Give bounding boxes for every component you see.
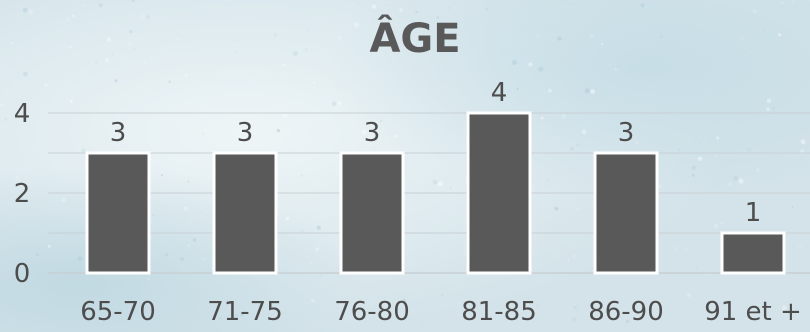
y-tick-label: 0: [14, 259, 31, 289]
data-labels: 3 3 3 4 3 1: [110, 78, 762, 228]
y-tick-label: 4: [14, 99, 31, 129]
bar-81-85: [466, 111, 532, 275]
x-tick-label: 91 et +: [704, 297, 802, 327]
bar-76-80: [339, 151, 405, 275]
y-tick-label: 2: [14, 179, 31, 209]
data-label: 3: [110, 118, 127, 148]
x-tick-label: 65-70: [80, 297, 156, 327]
x-tick-label: 76-80: [334, 297, 410, 327]
bar-91-et-plus: [720, 231, 786, 275]
bars: [85, 111, 786, 275]
bar-65-70: [85, 151, 151, 275]
x-axis-labels: 65-70 71-75 76-80 81-85 86-90 91 et +: [80, 297, 802, 327]
data-label: 1: [745, 198, 762, 228]
chart-title: ÂGE: [369, 14, 460, 62]
data-label: 3: [364, 118, 381, 148]
bar-86-90: [593, 151, 659, 275]
x-tick-label: 86-90: [588, 297, 664, 327]
y-axis-ticks: 0 2 4: [14, 99, 31, 289]
gridlines: [48, 112, 810, 274]
bar-71-75: [212, 151, 278, 275]
x-tick-label: 71-75: [207, 297, 283, 327]
data-label: 4: [491, 78, 508, 108]
data-label: 3: [618, 118, 635, 148]
data-label: 3: [237, 118, 254, 148]
x-tick-label: 81-85: [461, 297, 537, 327]
